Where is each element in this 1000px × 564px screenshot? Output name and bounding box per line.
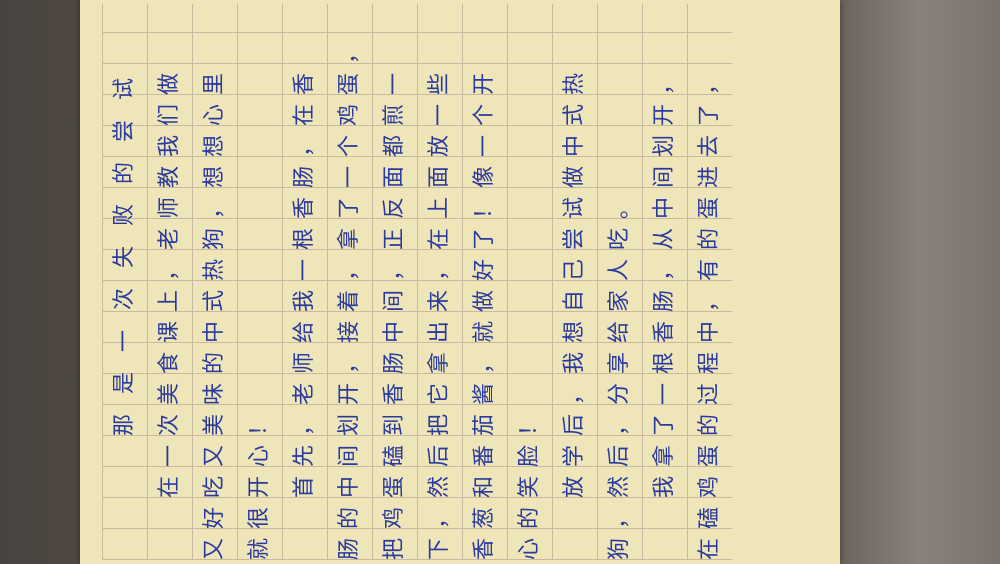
line-text: 放学后，我想自己尝试做中式热 xyxy=(562,63,587,498)
line-text: 我拿了一根香肠，从中间划开， xyxy=(652,63,677,498)
essay-line: 首先，老师给我一根香肠，在香 xyxy=(282,4,327,560)
grid-paper-sheet: 那是一次失败的尝试 在一次美食课上，老师教我们做 又好吃又美味的中式热狗，想想心… xyxy=(80,0,840,564)
essay-line: 放学后，我想自己尝试做中式热 xyxy=(552,4,597,560)
essay-line: 心的笑脸！ xyxy=(507,4,552,560)
line-text: 肠的中间划开，接着，拿了一个鸡蛋， xyxy=(337,32,362,560)
wooden-table xyxy=(840,0,1000,564)
essay-line: 又好吃又美味的中式热狗，想想心里 xyxy=(192,4,237,560)
essay-line: 我拿了一根香肠，从中间划开， xyxy=(642,4,687,560)
line-text: 香葱和番茄酱，就做好了！像一个开 xyxy=(472,63,497,560)
line-text: 在一次美食课上，老师教我们做 xyxy=(157,63,182,498)
line-text: 又好吃又美味的中式热狗，想想心里 xyxy=(202,63,227,560)
essay-line: 在一次美食课上，老师教我们做 xyxy=(147,4,192,560)
essay-line: 狗，然后，分享给家人吃。 xyxy=(597,4,642,560)
essay-line: 肠的中间划开，接着，拿了一个鸡蛋， xyxy=(327,4,372,560)
line-text: 心的笑脸！ xyxy=(517,404,542,560)
line-text: 就很开心！ xyxy=(247,404,272,560)
essay-line: 下，然后把它拿出来，在上面放一些 xyxy=(417,4,462,560)
essay-line: 把鸡蛋磕到香肠中间，正反面都煎一 xyxy=(372,4,417,560)
essay-line: 在磕鸡蛋的过程中，有的蛋进去了， xyxy=(687,4,732,560)
line-text: 在磕鸡蛋的过程中，有的蛋进去了， xyxy=(697,63,722,560)
essay-line: 香葱和番茄酱，就做好了！像一个开 xyxy=(462,4,507,560)
line-text: 首先，老师给我一根香肠，在香 xyxy=(292,63,317,498)
essay-grid: 那是一次失败的尝试 在一次美食课上，老师教我们做 又好吃又美味的中式热狗，想想心… xyxy=(102,4,732,560)
line-text: 下，然后把它拿出来，在上面放一些 xyxy=(427,63,452,560)
essay-title-row: 那是一次失败的尝试 xyxy=(102,4,147,560)
essay-title: 那是一次失败的尝试 xyxy=(112,57,137,436)
line-text: 狗，然后，分享给家人吃。 xyxy=(607,187,632,560)
line-text: 把鸡蛋磕到香肠中间，正反面都煎一 xyxy=(382,63,407,560)
essay-line: 就很开心！ xyxy=(237,4,282,560)
